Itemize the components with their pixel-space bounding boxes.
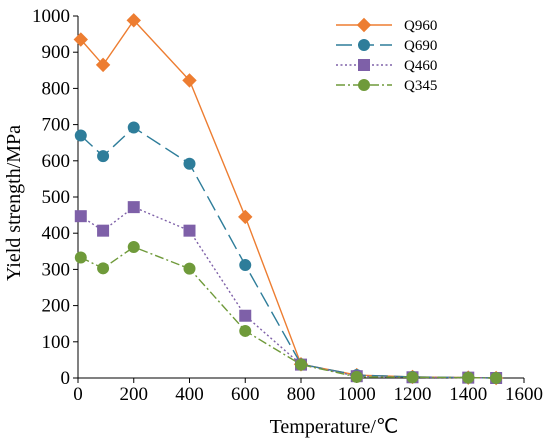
x-axis-title: Temperature/℃ xyxy=(270,416,399,438)
data-point-q960 xyxy=(73,32,88,47)
legend-label-q460: Q460 xyxy=(404,58,437,74)
x-tick-label: 1600 xyxy=(505,384,543,405)
data-point-q460 xyxy=(97,224,110,237)
data-point-q460 xyxy=(183,224,196,237)
y-tick-label: 500 xyxy=(42,187,71,208)
data-point-q345 xyxy=(127,240,140,253)
data-point-q960 xyxy=(95,57,111,73)
x-tick-label: 600 xyxy=(231,384,260,405)
data-point-q345 xyxy=(490,372,503,384)
data-point-q345 xyxy=(97,262,110,275)
y-tick-label: 1000 xyxy=(32,6,70,27)
series-q690 xyxy=(74,121,503,384)
axes xyxy=(77,16,524,379)
x-tick-label: 200 xyxy=(120,384,149,405)
y-tick-label: 900 xyxy=(42,42,71,63)
plot-area xyxy=(73,13,504,386)
data-point-q960 xyxy=(238,209,253,225)
data-point-q960 xyxy=(182,73,197,88)
series-line-q690 xyxy=(80,126,497,379)
y-tick-label: 200 xyxy=(42,296,71,317)
data-point-q690 xyxy=(239,259,252,272)
series-line-q345 xyxy=(80,246,497,379)
legend: Q960 Q690 Q460 Q345 xyxy=(336,17,437,94)
y-tick-label: 300 xyxy=(42,259,71,280)
x-tick-label: 1000 xyxy=(338,384,376,405)
series-line-q460 xyxy=(80,206,497,379)
legend-marker-q960 xyxy=(356,17,372,33)
data-point-q345 xyxy=(183,262,196,275)
series-q960 xyxy=(73,13,504,386)
y-ticks: 0 100 200 300 400 500 600 700 800 900 1000 xyxy=(32,6,78,389)
y-tick-label: 600 xyxy=(42,151,71,172)
x-tick-label: 0 xyxy=(73,384,83,405)
legend-marker-q460 xyxy=(358,59,370,71)
x-tick-label: 400 xyxy=(175,384,204,405)
legend-label-q690: Q690 xyxy=(404,38,437,54)
y-tick-label: 800 xyxy=(42,78,71,99)
legend-marker-q345 xyxy=(358,79,370,91)
data-point-q690 xyxy=(74,129,87,142)
data-point-q345 xyxy=(462,371,475,384)
x-tick-label: 1200 xyxy=(394,384,432,405)
y-tick-label: 100 xyxy=(42,332,71,353)
y-axis-title: Yield strength/MPa xyxy=(3,125,25,281)
data-point-q345 xyxy=(295,358,307,371)
data-point-q345 xyxy=(74,251,87,264)
x-tick-label: 1400 xyxy=(449,384,487,405)
data-point-q345 xyxy=(350,370,363,383)
data-point-q690 xyxy=(97,150,110,163)
data-point-q690 xyxy=(127,121,140,134)
data-point-q460 xyxy=(74,210,87,223)
y-tick-label: 0 xyxy=(61,368,71,389)
data-point-q345 xyxy=(406,371,419,384)
series-q345 xyxy=(74,240,503,384)
y-tick-label: 700 xyxy=(42,115,71,136)
data-point-q345 xyxy=(239,324,252,337)
data-point-q690 xyxy=(183,157,196,170)
data-point-q960 xyxy=(126,13,141,28)
data-point-q460 xyxy=(239,309,252,322)
data-point-q460 xyxy=(127,201,140,214)
legend-label-q345: Q345 xyxy=(404,78,437,94)
y-tick-label: 400 xyxy=(42,223,71,244)
legend-label-q960: Q960 xyxy=(404,18,437,34)
x-tick-label: 800 xyxy=(287,384,316,405)
x-ticks: 0 200 400 600 800 1000 1200 1400 1600 xyxy=(73,378,543,405)
legend-marker-q690 xyxy=(358,39,370,51)
